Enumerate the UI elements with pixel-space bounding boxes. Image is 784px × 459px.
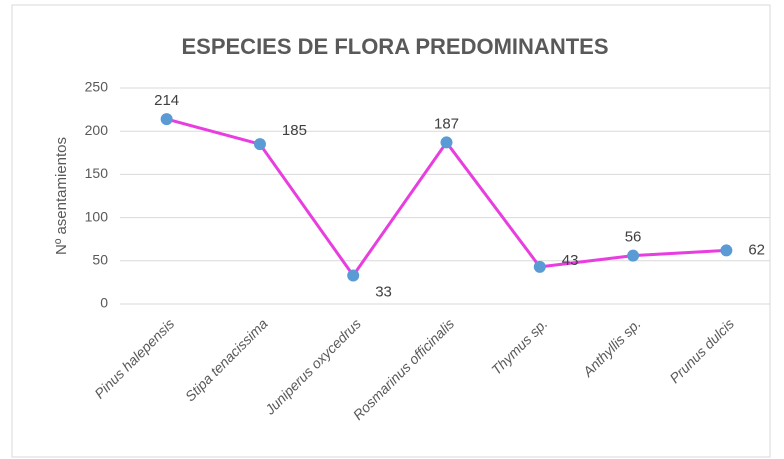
marker: [533, 260, 546, 273]
chart-border: [11, 4, 771, 458]
marker: [160, 113, 173, 126]
marker: [720, 244, 733, 257]
marker: [347, 269, 360, 282]
data-label: 214: [154, 92, 179, 109]
marker: [440, 136, 453, 149]
data-label: 185: [282, 122, 307, 139]
y-tick-label: 50: [92, 252, 108, 268]
y-tick-label: 200: [85, 122, 109, 138]
data-label: 33: [375, 283, 392, 300]
y-tick-label: 250: [85, 79, 109, 95]
y-tick-label: 150: [85, 165, 109, 181]
chart-title: ESPECIES DE FLORA PREDOMINANTES: [181, 34, 608, 59]
data-label: 43: [562, 252, 579, 269]
data-label: 62: [748, 241, 765, 258]
data-label: 56: [625, 229, 642, 246]
y-tick-label: 100: [85, 208, 109, 224]
marker: [627, 249, 640, 262]
data-label: 187: [434, 115, 459, 132]
y-axis-label: Nº asentamientos: [53, 137, 70, 255]
y-tick-label: 0: [100, 295, 108, 311]
marker: [253, 138, 266, 151]
